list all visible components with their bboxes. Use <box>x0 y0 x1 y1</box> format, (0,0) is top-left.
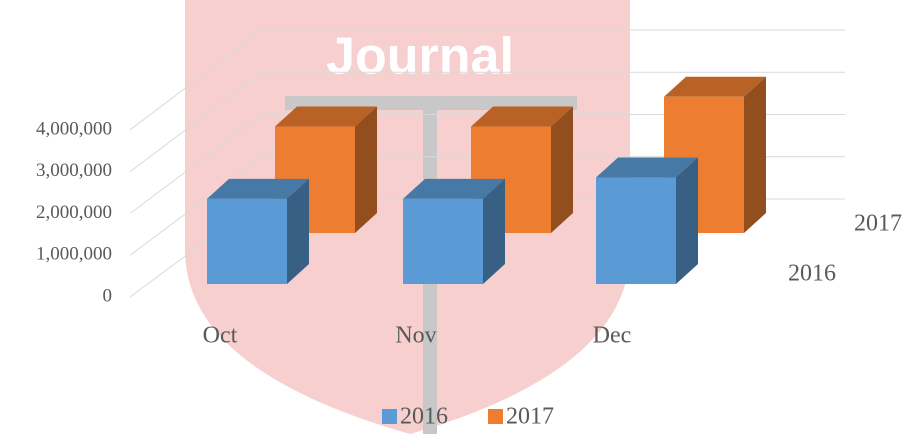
bar-side <box>551 107 573 233</box>
x-tick-label: Nov <box>395 323 436 349</box>
y-tick-label: 2,000,000 <box>36 202 112 223</box>
bar <box>596 178 676 284</box>
series-axis-label: 2016 <box>788 261 836 287</box>
bar-side <box>744 77 766 233</box>
y-tick-label: 1,000,000 <box>36 244 112 265</box>
x-tick-label: Oct <box>203 323 238 349</box>
bar <box>207 199 287 284</box>
y-tick-label: 4,000,000 <box>36 118 112 139</box>
legend-label: 2017 <box>506 404 554 430</box>
chart: Journal 0 1,000,000 2,000,000 3,000,000 4,00… <box>0 0 909 434</box>
series-axis-label: 2017 <box>854 211 902 237</box>
legend-swatch <box>382 409 397 424</box>
y-tick-label: 3,000,000 <box>36 160 112 181</box>
bar-side <box>355 107 377 233</box>
watermark-text: Journal <box>326 28 514 86</box>
legend-label: 2016 <box>400 404 448 430</box>
bar <box>403 199 483 284</box>
bar-side <box>676 158 698 284</box>
legend-swatch <box>488 409 503 424</box>
x-tick-label: Dec <box>593 323 632 349</box>
y-tick-label: 0 <box>103 285 113 306</box>
